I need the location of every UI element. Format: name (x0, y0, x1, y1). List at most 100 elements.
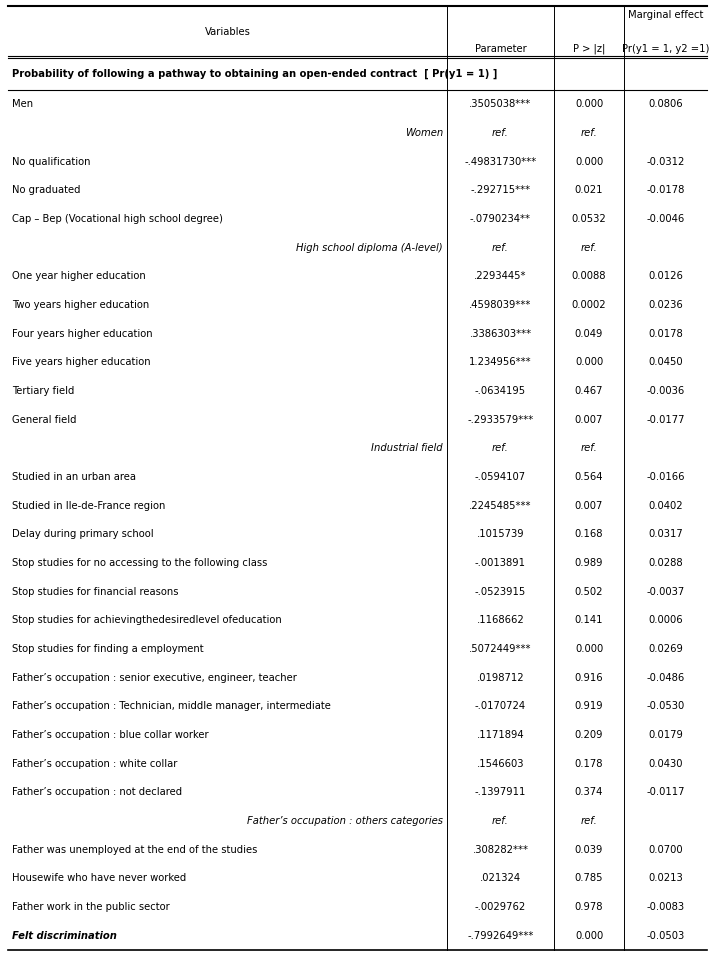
Text: Stop studies for no accessing to the following class: Stop studies for no accessing to the fol… (12, 558, 267, 568)
Text: -.1397911: -.1397911 (475, 788, 526, 797)
Text: Probability of following a pathway to obtaining an open-ended contract  [ Pr(y1 : Probability of following a pathway to ob… (12, 69, 498, 79)
Text: Marginal effect: Marginal effect (628, 10, 703, 20)
Text: Women: Women (405, 128, 443, 138)
Text: -0.0166: -0.0166 (646, 472, 684, 482)
Text: -0.0177: -0.0177 (646, 415, 684, 424)
Text: .308282***: .308282*** (473, 845, 528, 855)
Text: 0.039: 0.039 (575, 845, 603, 855)
Text: -.2933579***: -.2933579*** (468, 415, 533, 424)
Text: -0.0178: -0.0178 (646, 185, 684, 195)
Text: .5072449***: .5072449*** (469, 644, 532, 654)
Text: .4598039***: .4598039*** (469, 300, 532, 310)
Text: ref.: ref. (492, 816, 509, 826)
Text: -.0790234**: -.0790234** (470, 214, 531, 224)
Text: Tertiary field: Tertiary field (12, 386, 74, 396)
Text: 0.007: 0.007 (575, 415, 603, 424)
Text: 0.021: 0.021 (575, 185, 603, 195)
Text: 0.0430: 0.0430 (648, 759, 683, 769)
Text: 0.000: 0.000 (575, 644, 603, 654)
Text: -0.0503: -0.0503 (647, 931, 684, 941)
Text: No graduated: No graduated (12, 185, 81, 195)
Text: -0.0037: -0.0037 (647, 587, 684, 597)
Text: -.292715***: -.292715*** (471, 185, 530, 195)
Text: Father’s occupation : Technician, middle manager, intermediate: Father’s occupation : Technician, middle… (12, 702, 331, 711)
Text: Father work in the public sector: Father work in the public sector (12, 902, 170, 912)
Text: ref.: ref. (580, 444, 597, 453)
Text: 0.168: 0.168 (575, 530, 603, 539)
Text: 0.007: 0.007 (575, 501, 603, 511)
Text: -.0013891: -.0013891 (475, 558, 526, 568)
Text: ref.: ref. (492, 243, 509, 252)
Text: .2245485***: .2245485*** (469, 501, 532, 511)
Text: Delay during primary school: Delay during primary school (12, 530, 153, 539)
Text: Stop studies for achievingthedesiredlevel ofeducation: Stop studies for achievingthedesiredleve… (12, 616, 282, 625)
Text: -0.0083: -0.0083 (647, 902, 684, 912)
Text: Four years higher education: Four years higher education (12, 329, 153, 338)
Text: 0.000: 0.000 (575, 931, 603, 941)
Text: -.49831730***: -.49831730*** (464, 157, 537, 166)
Text: 0.564: 0.564 (575, 472, 603, 482)
Text: .1546603: .1546603 (477, 759, 524, 769)
Text: 0.0288: 0.0288 (648, 558, 683, 568)
Text: Pr(y1 = 1, y2 =1): Pr(y1 = 1, y2 =1) (622, 44, 709, 54)
Text: 0.209: 0.209 (575, 730, 603, 740)
Text: 0.989: 0.989 (575, 558, 603, 568)
Text: P > |z|: P > |z| (573, 44, 605, 54)
Text: 0.919: 0.919 (575, 702, 603, 711)
Text: .021324: .021324 (480, 874, 521, 883)
Text: 0.0088: 0.0088 (572, 272, 606, 281)
Text: 0.978: 0.978 (575, 902, 603, 912)
Text: High school diploma (A-level): High school diploma (A-level) (297, 243, 443, 252)
Text: 0.0178: 0.0178 (648, 329, 683, 338)
Text: Industrial field: Industrial field (371, 444, 443, 453)
Text: Father’s occupation : others categories: Father’s occupation : others categories (247, 816, 443, 826)
Text: Parameter: Parameter (475, 44, 526, 54)
Text: ref.: ref. (580, 128, 597, 138)
Text: Housewife who have never worked: Housewife who have never worked (12, 874, 186, 883)
Text: One year higher education: One year higher education (12, 272, 145, 281)
Text: Studied in an urban area: Studied in an urban area (12, 472, 136, 482)
Text: .0198712: .0198712 (477, 673, 524, 683)
Text: .3505038***: .3505038*** (469, 99, 532, 109)
Text: Studied in Ile-de-France region: Studied in Ile-de-France region (12, 501, 165, 511)
Text: -0.0486: -0.0486 (647, 673, 684, 683)
Text: -.7992649***: -.7992649*** (467, 931, 534, 941)
Text: 0.374: 0.374 (575, 788, 603, 797)
Text: Stop studies for financial reasons: Stop studies for financial reasons (12, 587, 178, 597)
Text: 0.0179: 0.0179 (648, 730, 683, 740)
Text: 0.0532: 0.0532 (572, 214, 606, 224)
Text: 0.0213: 0.0213 (648, 874, 683, 883)
Text: -.0594107: -.0594107 (475, 472, 526, 482)
Text: .1171894: .1171894 (477, 730, 524, 740)
Text: General field: General field (12, 415, 76, 424)
Text: -.0523915: -.0523915 (475, 587, 526, 597)
Text: 0.000: 0.000 (575, 157, 603, 166)
Text: 0.0236: 0.0236 (648, 300, 683, 310)
Text: ref.: ref. (492, 128, 509, 138)
Text: 0.0450: 0.0450 (648, 358, 683, 367)
Text: 0.502: 0.502 (575, 587, 603, 597)
Text: 0.916: 0.916 (575, 673, 603, 683)
Text: Cap – Bep (Vocational high school degree): Cap – Bep (Vocational high school degree… (12, 214, 223, 224)
Text: 0.467: 0.467 (575, 386, 603, 396)
Text: 0.000: 0.000 (575, 99, 603, 109)
Text: Five years higher education: Five years higher education (12, 358, 150, 367)
Text: 0.178: 0.178 (575, 759, 603, 769)
Text: .1015739: .1015739 (477, 530, 524, 539)
Text: 0.049: 0.049 (575, 329, 603, 338)
Text: Felt discrimination: Felt discrimination (12, 931, 117, 941)
Text: .2293445*: .2293445* (474, 272, 527, 281)
Text: 0.141: 0.141 (575, 616, 603, 625)
Text: -0.0036: -0.0036 (647, 386, 684, 396)
Text: ref.: ref. (580, 816, 597, 826)
Text: -0.0312: -0.0312 (646, 157, 684, 166)
Text: .3386303***: .3386303*** (469, 329, 532, 338)
Text: Father’s occupation : blue collar worker: Father’s occupation : blue collar worker (12, 730, 209, 740)
Text: Father’s occupation : not declared: Father’s occupation : not declared (12, 788, 182, 797)
Text: 0.000: 0.000 (575, 358, 603, 367)
Text: Variables: Variables (205, 27, 250, 37)
Text: No qualification: No qualification (12, 157, 91, 166)
Text: -.0634195: -.0634195 (475, 386, 526, 396)
Text: 0.785: 0.785 (575, 874, 603, 883)
Text: 0.0806: 0.0806 (648, 99, 683, 109)
